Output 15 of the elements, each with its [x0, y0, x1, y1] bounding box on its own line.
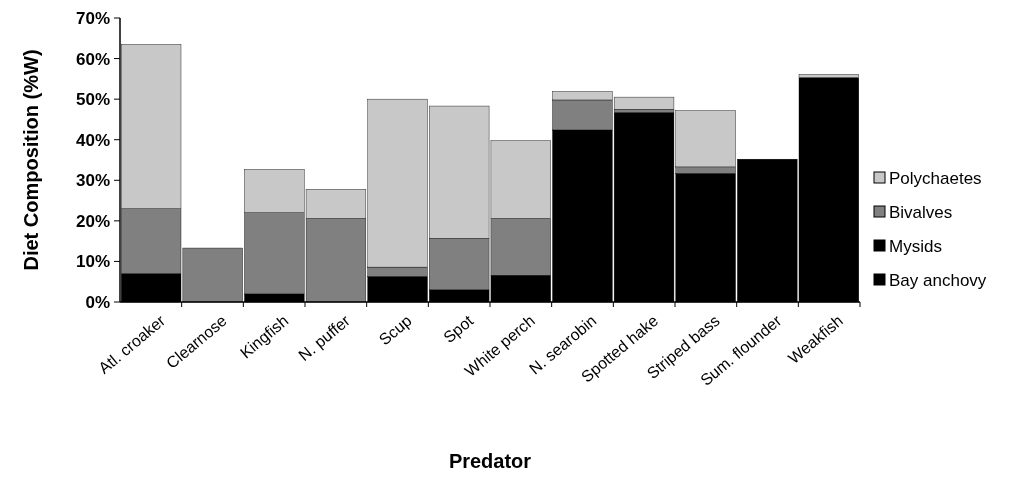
legend-label: Bivalves: [889, 202, 953, 222]
y-tick-label: 10%: [75, 252, 110, 272]
y-tick-label: 20%: [75, 211, 110, 231]
y-tick-label: 60%: [75, 49, 110, 69]
y-tick-label: 0%: [85, 292, 110, 312]
legend-label: Bay anchovy: [889, 270, 987, 290]
y-axis-title: Diet Composition (%W): [20, 49, 42, 271]
y-tick-label: 50%: [75, 90, 110, 110]
y-tick-label: 70%: [75, 8, 110, 28]
y-tick-label: 40%: [75, 130, 110, 150]
legend-label: Mysids: [889, 236, 942, 256]
x-tick-label: Spot: [440, 311, 477, 347]
y-tick-label: 30%: [75, 171, 110, 191]
x-axis-title: Predator: [448, 450, 532, 472]
legend-label: Polychaetes: [889, 168, 982, 188]
